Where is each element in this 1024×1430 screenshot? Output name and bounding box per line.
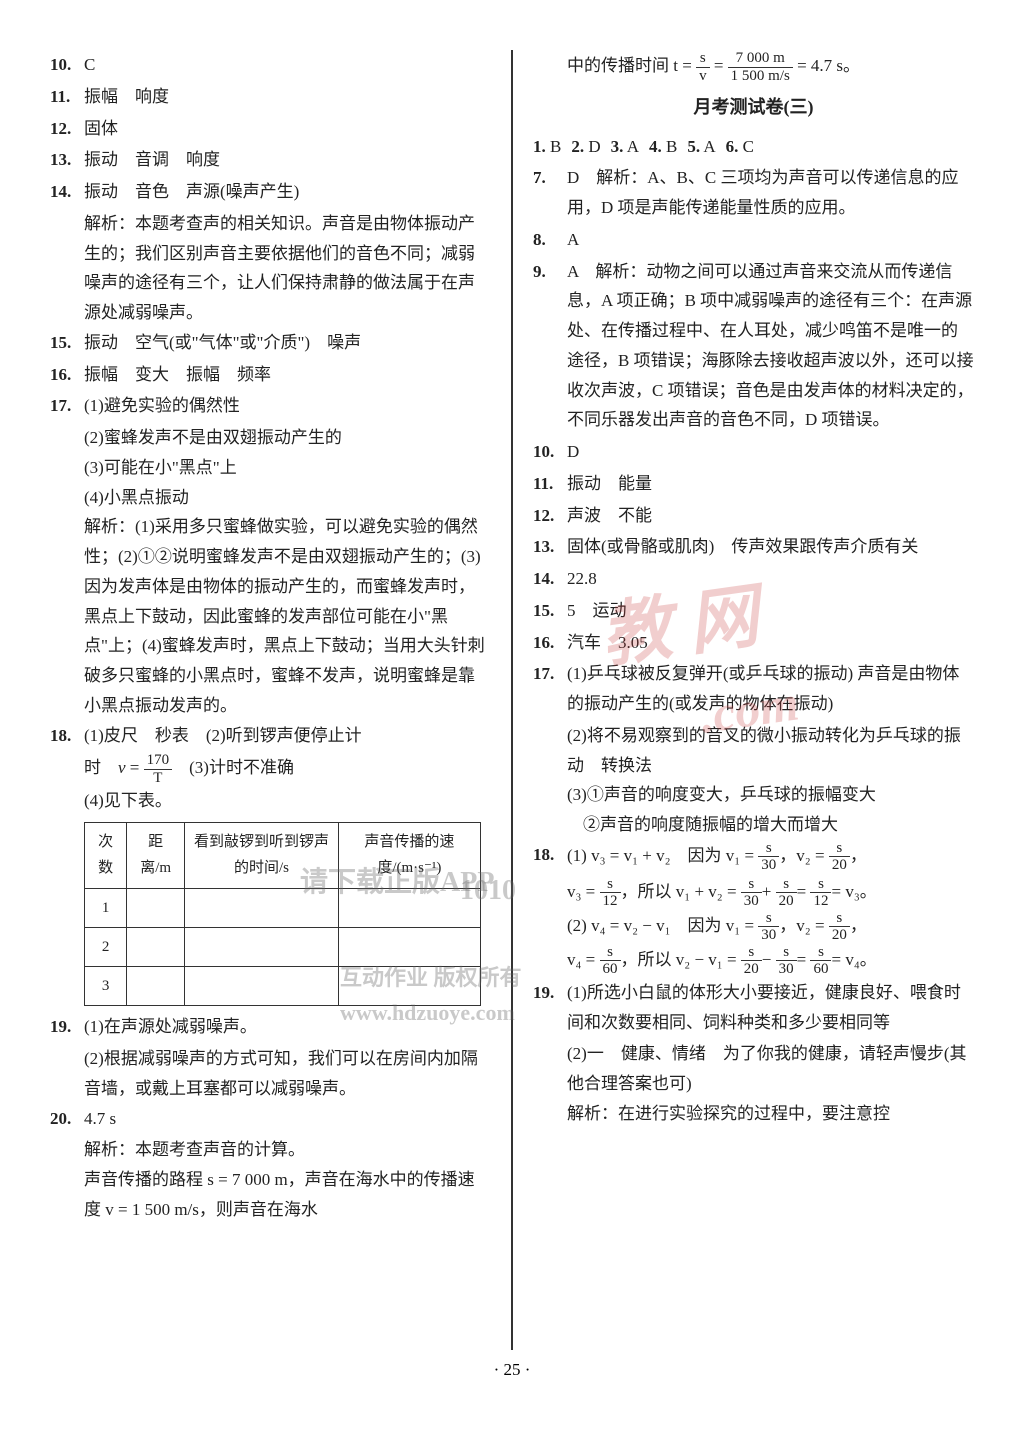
r-q17-4: ②声音的响度随振幅的增大而增大 <box>533 810 974 840</box>
q12: 12.固体 <box>50 114 491 144</box>
r-q16: 16.汽车 3.05 <box>533 628 974 658</box>
r-q10: 10.D <box>533 437 974 467</box>
q18-4: (4)见下表。 <box>50 786 491 816</box>
right-column: 中的传播时间 t = sv = 7 000 m1 500 m/s = 4.7 s… <box>513 50 974 1350</box>
left-column: 10.C 11.振幅 响度 12.固体 13.振动 音调 响度 14.振动 音色… <box>50 50 511 1350</box>
q10: 10.C <box>50 50 491 80</box>
r-q12: 12.声波 不能 <box>533 501 974 531</box>
mc-3: 3. A <box>611 132 639 162</box>
r-q19-2: (2)一 健康、情绪 为了你我的健康，请轻声慢步(其他合理答案也可) <box>533 1039 974 1099</box>
th-speed: 声音传播的速度/(m·s⁻¹) <box>338 823 480 889</box>
mc-answers: 1. B 2. D 3. A 4. B 5. A 6. C <box>533 132 974 162</box>
r-q19: 19.(1)所选小白鼠的体形大小要接近，健康良好、喂食时间和次数要相同、饲料种类… <box>533 978 974 1038</box>
r-q17-3: (3)①声音的响度变大，乒乓球的振幅变大 <box>533 780 974 810</box>
r-q15: 15.5 运动 <box>533 596 974 626</box>
continuation: 中的传播时间 t = sv = 7 000 m1 500 m/s = 4.7 s… <box>533 50 974 84</box>
section-title: 月考测试卷(三) <box>533 92 974 124</box>
q19-2: (2)根据减弱噪声的方式可知，我们可以在房间内加隔音墙，或戴上耳塞都可以减弱噪声… <box>50 1044 491 1104</box>
mc-5: 5. A <box>687 132 715 162</box>
r-q18-line2: v₃ = s12，所以 v₁ + v₂ = s30+ s20= s12= v₃。 <box>533 876 974 910</box>
r-q8: 8.A <box>533 225 974 255</box>
q17-4: (4)小黑点振动 <box>50 483 491 513</box>
mc-6: 6. C <box>726 132 754 162</box>
r-q11: 11.振动 能量 <box>533 469 974 499</box>
page-container: 10.C 11.振幅 响度 12.固体 13.振动 音调 响度 14.振动 音色… <box>50 50 974 1350</box>
r-q14: 14.22.8 <box>533 564 974 594</box>
th-count: 次数 <box>85 823 127 889</box>
q11: 11.振幅 响度 <box>50 82 491 112</box>
r-q18-2b: v₄ = s60，所以 v₂ − v₁ = s20− s30= s60= v₄。 <box>533 944 974 978</box>
q18-line2: 时 v = 170T (3)计时不准确 <box>50 752 491 786</box>
q20-exp2: 声音传播的路程 s = 7 000 m，声音在海水中的传播速度 v = 1 50… <box>50 1165 491 1225</box>
q16: 16.振幅 变大 振幅 频率 <box>50 360 491 390</box>
q17: 17.(1)避免实验的偶然性 <box>50 391 491 421</box>
r-q17: 17.(1)乒乓球被反复弹开(或乒乓球的振动) 声音是由物体的振动产生的(或发声… <box>533 659 974 719</box>
q14: 14.振动 音色 声源(噪声产生) <box>50 177 491 207</box>
th-distance: 距离/m <box>127 823 185 889</box>
r-q18-2: (2) v₄ = v₂ − v₁ 因为 v₁ = s30，v₂ = s20， <box>533 910 974 944</box>
q19: 19.(1)在声源处减弱噪声。 <box>50 1012 491 1042</box>
table-row: 1 <box>85 888 481 927</box>
q20-exp1: 解析：本题考查声音的计算。 <box>50 1135 491 1165</box>
th-time: 看到敲锣到听到锣声的时间/s <box>185 823 339 889</box>
page-number: · 25 · <box>50 1360 974 1380</box>
q17-explanation: 解析：(1)采用多只蜜蜂做实验，可以避免实验的偶然性；(2)①②说明蜜蜂发声不是… <box>50 512 491 720</box>
q15: 15.振动 空气(或"气体"或"介质") 噪声 <box>50 328 491 358</box>
q13: 13.振动 音调 响度 <box>50 145 491 175</box>
q20: 20.4.7 s <box>50 1104 491 1134</box>
q17-2: (2)蜜蜂发声不是由双翅振动产生的 <box>50 423 491 453</box>
mc-1: 1. B <box>533 132 561 162</box>
r-q17-2: (2)将不易观察到的音叉的微小振动转化为乒乓球的振动 转换法 <box>533 721 974 781</box>
table-header-row: 次数 距离/m 看到敲锣到听到锣声的时间/s 声音传播的速度/(m·s⁻¹) <box>85 823 481 889</box>
r-q19-3: 解析：在进行实验探究的过程中，要注意控 <box>533 1099 974 1129</box>
mc-2: 2. D <box>571 132 600 162</box>
r-q7: 7.D 解析：A、B、C 三项均为声音可以传递信息的应用，D 项是声能传递能量性… <box>533 163 974 223</box>
q18-table: 次数 距离/m 看到敲锣到听到锣声的时间/s 声音传播的速度/(m·s⁻¹) 1… <box>84 822 481 1006</box>
table-row: 2 <box>85 927 481 966</box>
q14-explanation: 解析：本题考查声的相关知识。声音是由物体振动产生的；我们区别声音主要依据他们的音… <box>50 209 491 328</box>
r-q9: 9.A 解析：动物之间可以通过声音来交流从而传递信息，A 项正确；B 项中减弱噪… <box>533 257 974 436</box>
mc-4: 4. B <box>649 132 677 162</box>
q17-3: (3)可能在小"黑点"上 <box>50 453 491 483</box>
r-q18: 18. (1) v₃ = v₁ + v₂ 因为 v₁ = s30，v₂ = s2… <box>533 840 974 874</box>
q18: 18.(1)皮尺 秒表 (2)听到锣声便停止计 <box>50 721 491 751</box>
r-q13: 13.固体(或骨骼或肌肉) 传声效果跟传声介质有关 <box>533 532 974 562</box>
table-row: 3 <box>85 967 481 1006</box>
